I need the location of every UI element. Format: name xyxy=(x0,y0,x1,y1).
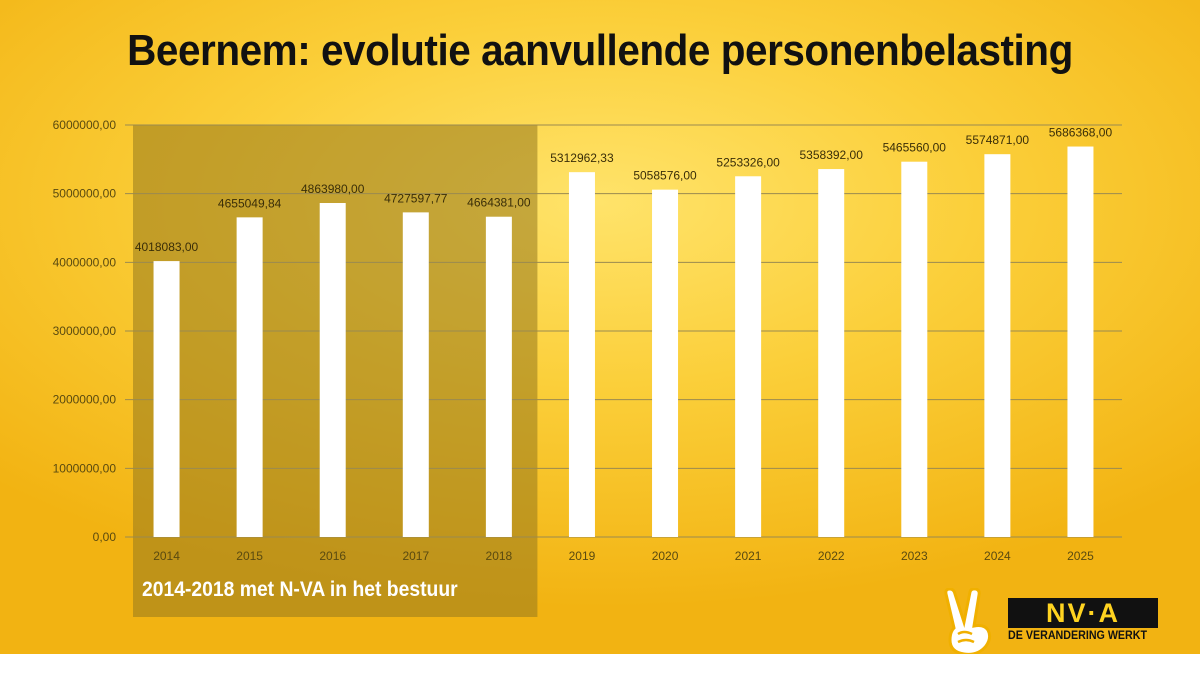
y-tick-label: 3000000,00 xyxy=(53,324,117,338)
logo-tagline: DE VERANDERING WERKT xyxy=(1008,630,1148,642)
data-label: 4655049,84 xyxy=(218,196,282,210)
y-tick-label: 0,00 xyxy=(93,530,117,544)
bar xyxy=(568,172,595,538)
bar xyxy=(319,203,346,537)
x-tick-label: 2019 xyxy=(569,549,596,563)
x-tick-label: 2022 xyxy=(818,549,845,563)
x-tick-label: 2014 xyxy=(153,549,180,563)
bar xyxy=(1067,146,1094,537)
bar xyxy=(485,216,512,537)
x-tick-label: 2017 xyxy=(402,549,429,563)
overlay-label: 2014-2018 met N-VA in het bestuur xyxy=(142,578,458,601)
bottom-strip xyxy=(0,654,1200,675)
data-label: 5358392,00 xyxy=(800,148,864,162)
x-tick-label: 2015 xyxy=(236,549,263,563)
x-tick-label: 2023 xyxy=(901,549,928,563)
data-label: 5312962,33 xyxy=(550,151,614,165)
bar xyxy=(984,154,1011,537)
x-tick-label: 2024 xyxy=(984,549,1011,563)
x-tick-label: 2018 xyxy=(486,549,513,563)
x-tick-label: 2016 xyxy=(319,549,346,563)
data-label: 5058576,00 xyxy=(633,169,697,183)
data-label: 5253326,00 xyxy=(716,155,780,169)
x-tick-label: 2025 xyxy=(1067,549,1094,563)
chart-title: Beernem: evolutie aanvullende personenbe… xyxy=(127,26,1073,75)
data-label: 5686368,00 xyxy=(1049,126,1113,140)
x-tick-label: 2020 xyxy=(652,549,679,563)
data-label: 5574871,00 xyxy=(966,133,1030,147)
bar xyxy=(153,261,180,537)
nva-logo: NV·A DE VERANDERING WERKT xyxy=(1008,598,1160,646)
y-tick-label: 6000000,00 xyxy=(53,118,117,132)
data-label: 4664381,00 xyxy=(467,196,531,210)
y-tick-label: 1000000,00 xyxy=(53,461,117,475)
y-tick-label: 5000000,00 xyxy=(53,187,117,201)
y-tick-label: 2000000,00 xyxy=(53,393,117,407)
bar xyxy=(236,217,263,537)
data-label: 4018083,00 xyxy=(135,240,199,254)
bar xyxy=(652,189,679,537)
bar xyxy=(735,176,762,538)
bar xyxy=(818,169,845,538)
bar xyxy=(901,161,928,537)
data-label: 4863980,00 xyxy=(301,182,365,196)
data-label: 5465560,00 xyxy=(883,141,947,155)
bar xyxy=(402,212,429,537)
logo-mark: NV·A xyxy=(1008,598,1158,628)
y-tick-label: 4000000,00 xyxy=(53,255,117,269)
data-label: 4727597,77 xyxy=(384,191,448,205)
x-tick-label: 2021 xyxy=(735,549,762,563)
victory-hand-icon xyxy=(944,588,992,656)
